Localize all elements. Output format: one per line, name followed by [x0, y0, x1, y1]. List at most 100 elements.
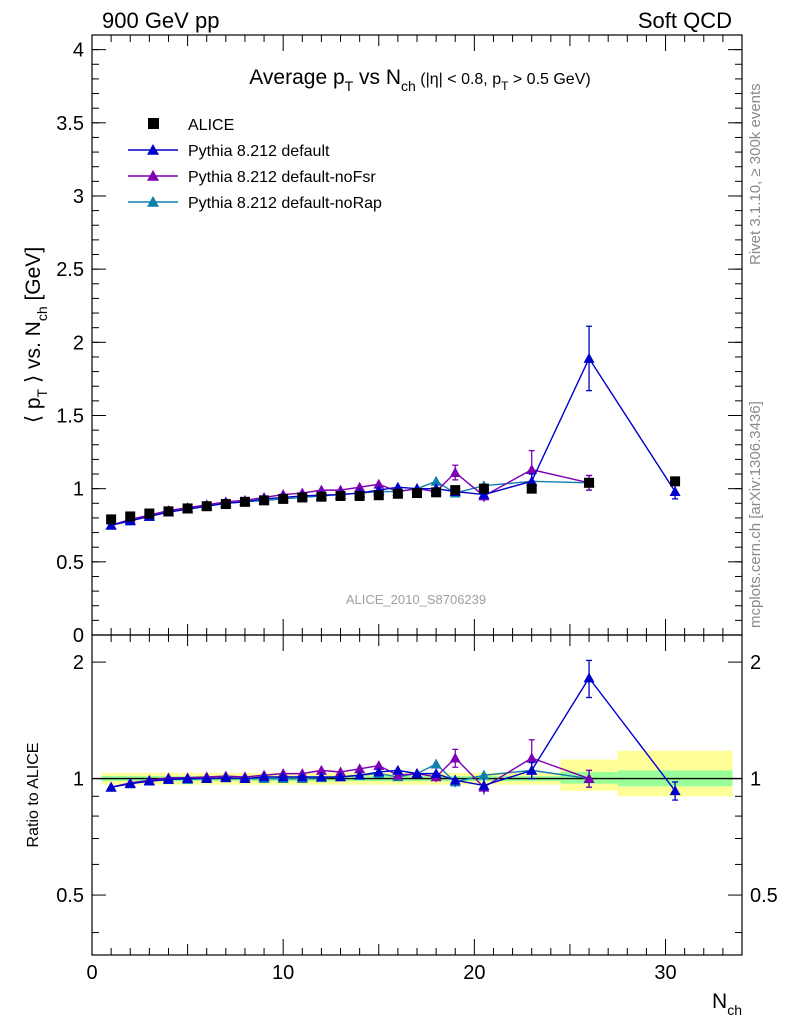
legend-label: Pythia 8.212 default — [188, 143, 330, 160]
alice-point — [450, 485, 461, 496]
data-point — [373, 478, 385, 489]
data-point — [478, 489, 490, 499]
legend-label: ALICE — [188, 117, 234, 134]
ratio-point — [478, 769, 490, 780]
x-axis-label: Nch — [712, 990, 742, 1018]
series-line — [110, 356, 676, 526]
ratio-point — [430, 768, 442, 779]
main-ytick-label: 3.5 — [56, 113, 84, 135]
data-point — [449, 467, 461, 477]
main-ytick-label: 3 — [73, 186, 84, 208]
main-ylabel: ⟨ pT ⟩ vs. Nch [GeV] — [22, 247, 50, 423]
ratio-point — [449, 752, 461, 763]
ratio-point — [315, 771, 327, 782]
series-line — [110, 480, 590, 526]
ratio-point — [296, 771, 308, 782]
ratio-point — [411, 768, 423, 779]
main-panel: Average pT vs Nch (|η| < 0.8, pT > 0.5 G… — [56, 34, 743, 647]
main-ytick-label: 0.5 — [56, 552, 84, 574]
main-ytick-label: 0 — [73, 625, 84, 647]
alice-point — [239, 496, 250, 507]
ratio-ytick-label-right: 0.5 — [750, 885, 778, 907]
legend: ALICE Pythia 8.212 default Pythia 8.212 de… — [128, 117, 382, 212]
main-ytick-label: 1.5 — [56, 405, 84, 427]
main-marks — [105, 325, 681, 530]
alice-point — [278, 493, 289, 504]
xtick-label: 0 — [86, 962, 97, 984]
alice-point — [106, 514, 117, 525]
ratio-point — [373, 760, 385, 771]
ratio-series-line — [110, 757, 590, 789]
xtick-label: 10 — [272, 962, 294, 984]
data-point — [430, 475, 442, 486]
ratio-point — [162, 773, 174, 784]
ratio-point — [124, 778, 136, 789]
main-axes: 0 0.5 1 1.5 2 2.5 3 3.5 4 — [56, 35, 743, 647]
data-point — [526, 464, 538, 475]
ratio-frame — [91, 634, 743, 956]
main-ytick-label: 2.5 — [56, 259, 84, 281]
ratio-ytick-label: 2 — [73, 652, 84, 674]
rivet-label: Rivet 3.1.10, ≥ 300k events — [747, 83, 764, 265]
analysis-watermark: ALICE_2010_S8706239 — [346, 592, 486, 607]
main-ytick-label: 1 — [73, 479, 84, 501]
ratio-ytick-label: 1 — [73, 769, 84, 791]
legend-marker — [148, 118, 159, 129]
xtick-label: 30 — [654, 962, 676, 984]
mcplots-label: mcplots.cern.ch [arXiv:1306.3436] — [747, 401, 764, 628]
ratio-point — [277, 771, 289, 782]
ratio-point — [354, 769, 366, 780]
ratio-ytick-label-right: 2 — [750, 652, 761, 674]
ratio-panel: 0.5 0.51 12 20 10 20 30 — [56, 634, 778, 984]
ratio-point — [354, 763, 366, 774]
alice-point — [478, 483, 489, 494]
alice-point — [316, 491, 327, 502]
alice-point — [584, 477, 595, 488]
header-right: Soft QCD — [638, 8, 732, 33]
alice-point — [526, 483, 537, 494]
ratio-point — [392, 764, 404, 775]
header-left: 900 GeV pp — [102, 8, 219, 33]
ratio-point — [315, 764, 327, 775]
alice-point — [220, 499, 231, 510]
legend-marker — [147, 170, 159, 181]
alice-point — [354, 490, 365, 501]
ratio-point — [335, 771, 347, 782]
ratio-point — [373, 766, 385, 777]
ratio-point — [526, 764, 538, 775]
ratio-point — [669, 785, 681, 796]
ratio-point — [239, 773, 251, 783]
ratio-point — [258, 771, 270, 782]
ratio-point — [105, 781, 117, 792]
legend-marker — [147, 196, 159, 207]
alice-point — [201, 501, 212, 512]
alice-point — [412, 488, 422, 499]
ratio-point — [449, 774, 461, 785]
ratio-point — [201, 773, 213, 783]
chart-title: Average pT vs Nch (|η| < 0.8, pT > 0.5 G… — [249, 66, 590, 94]
alice-point — [144, 508, 155, 519]
alice-point — [373, 490, 384, 501]
alice-point — [431, 487, 442, 498]
ratio-ylabel: Ratio to ALICE — [25, 743, 42, 848]
alice-point — [670, 476, 681, 487]
ratio-ytick-label-right: 1 — [750, 769, 761, 791]
alice-point — [259, 495, 270, 506]
main-ytick-label: 2 — [73, 332, 84, 354]
data-point — [526, 475, 538, 486]
alice-point — [335, 490, 346, 501]
legend-label: Pythia 8.212 default-noFsr — [188, 169, 376, 186]
ratio-point — [583, 672, 595, 683]
alice-point — [163, 506, 174, 517]
data-point — [583, 352, 595, 363]
ratio-point — [526, 752, 538, 763]
ratio-point — [478, 779, 490, 790]
alice-point — [297, 492, 308, 503]
legend-marker — [147, 144, 159, 155]
data-point — [354, 481, 366, 492]
ratio-marks — [105, 659, 681, 801]
ratio-point — [182, 773, 194, 783]
ratio-point — [430, 758, 442, 769]
legend-label: Pythia 8.212 default-noRap — [188, 195, 382, 212]
